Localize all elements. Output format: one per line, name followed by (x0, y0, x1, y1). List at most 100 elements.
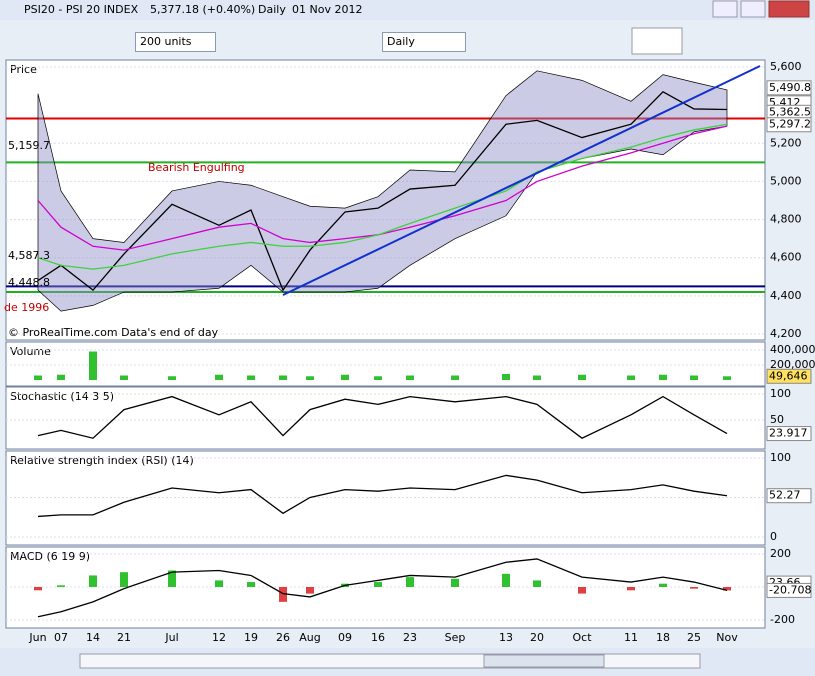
bar (89, 351, 97, 380)
panel (5, 341, 766, 387)
value-label: 23.917 (769, 427, 808, 440)
y-tick-label: 200 (770, 547, 791, 560)
y-tick-label: 5,600 (770, 60, 802, 73)
series-line (37, 395, 728, 439)
bar (723, 376, 731, 380)
bar (627, 375, 635, 380)
panel-title: Relative strength index (RSI) (14) (10, 454, 194, 467)
y-tick-label: 5,000 (770, 174, 802, 187)
period: Daily (258, 3, 286, 16)
x-tick-label: 20 (530, 631, 544, 644)
minimize-button[interactable] (712, 0, 738, 18)
symbol: PSI20 - PSI 20 INDEX (24, 3, 139, 16)
value-label: 49,646 (769, 369, 808, 382)
title-bar (0, 0, 815, 20)
bar (374, 582, 382, 587)
scrollbar[interactable] (79, 653, 701, 669)
bar (168, 570, 176, 587)
indicator-button[interactable] (631, 27, 683, 55)
x-tick-label: Sep (445, 631, 466, 644)
x-tick-label: 07 (54, 631, 68, 644)
value-label-box (766, 426, 812, 442)
x-tick-label: Oct (572, 631, 592, 644)
x-tick-label: 12 (212, 631, 226, 644)
panel-title: Price (10, 63, 37, 76)
annotation: 4,587.3 (8, 249, 50, 262)
bar (690, 587, 698, 589)
value-label: 5,297.2 (769, 118, 811, 131)
date: 01 Nov 2012 (292, 3, 362, 16)
period-dropdown[interactable]: Daily (382, 32, 466, 52)
bar (57, 374, 65, 380)
value-label: -20.708 (769, 583, 811, 596)
bar (34, 587, 42, 591)
value-label-box (766, 582, 812, 598)
y-tick-label: 0 (770, 530, 777, 543)
maximize-button[interactable] (740, 0, 766, 18)
y-tick-label: 50 (770, 413, 784, 426)
annotation: © ProRealTime.com Data's end of day (8, 326, 219, 339)
value-label-box (766, 80, 812, 96)
x-tick-label: 09 (338, 631, 352, 644)
bar (247, 375, 255, 380)
scroll-thumb[interactable] (483, 654, 605, 668)
bar (533, 375, 541, 380)
x-tick-label: 26 (276, 631, 290, 644)
bar (34, 375, 42, 380)
bar (723, 587, 731, 591)
bar (690, 375, 698, 380)
bar (120, 375, 128, 380)
bar (279, 587, 287, 602)
value-label-box (766, 368, 812, 384)
x-tick-label: 13 (499, 631, 513, 644)
value-label: 5,362.5 (769, 105, 811, 118)
x-tick-label: 16 (371, 631, 385, 644)
last-price: 5,377.18 (+0.40%) (150, 3, 255, 16)
bar (215, 374, 223, 380)
bar (57, 585, 65, 587)
x-tick-label: Aug (299, 631, 320, 644)
annotation: de 1996 (4, 301, 49, 314)
bar (451, 578, 459, 587)
panel-title: Volume (10, 345, 51, 358)
y-tick-label: 5,200 (770, 136, 802, 149)
trend-line (282, 65, 761, 296)
bar (215, 580, 223, 587)
bar (659, 583, 667, 587)
series-line (37, 474, 728, 518)
y-tick-label: 4,400 (770, 289, 802, 302)
bar (533, 580, 541, 587)
bar (406, 577, 414, 587)
units-dropdown[interactable]: 200 units (135, 32, 216, 52)
y-tick-label: 4,800 (770, 213, 802, 226)
annotation: Bearish Engulfing (148, 161, 245, 174)
y-tick-label: 4,200 (770, 327, 802, 340)
close-button[interactable] (768, 0, 810, 18)
bar (168, 376, 176, 380)
x-tick-label: 25 (687, 631, 701, 644)
x-tick-label: 23 (403, 631, 417, 644)
y-tick-label: 100 (770, 451, 791, 464)
y-tick-label: -200 (770, 613, 795, 626)
value-label-box (766, 117, 812, 133)
panel-title: Stochastic (14 3 5) (10, 390, 114, 403)
x-tick-label: Nov (716, 631, 738, 644)
bar (247, 582, 255, 587)
value-label-box (766, 488, 812, 504)
series-line (37, 123, 728, 270)
y-tick-label: 100 (770, 387, 791, 400)
bar (627, 587, 635, 591)
series-line (37, 125, 728, 251)
x-tick-label: Jun (28, 631, 46, 644)
annotation: 4,448.8 (8, 276, 50, 289)
series-line (37, 558, 728, 618)
y-tick-label: 4,600 (770, 251, 802, 264)
bar (578, 374, 586, 380)
bar (306, 376, 314, 380)
panel (5, 59, 766, 341)
bar (578, 587, 586, 594)
x-tick-label: 21 (117, 631, 131, 644)
bar (451, 375, 459, 380)
